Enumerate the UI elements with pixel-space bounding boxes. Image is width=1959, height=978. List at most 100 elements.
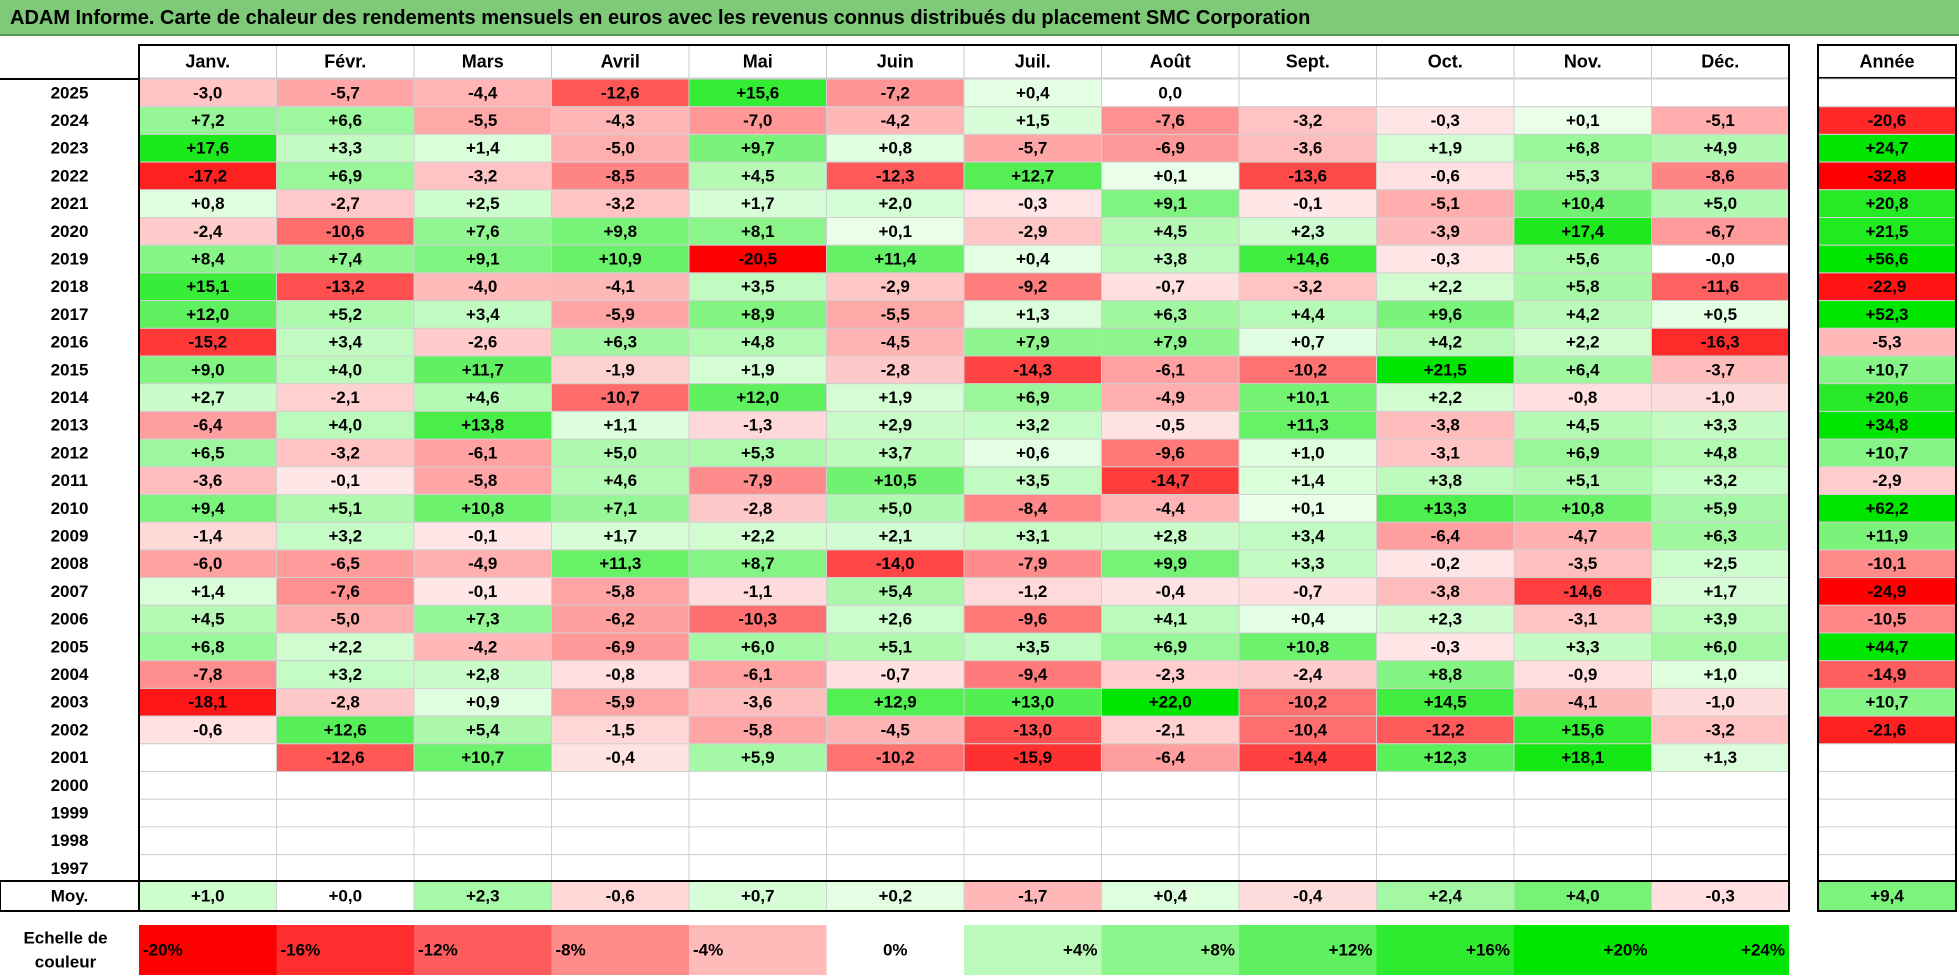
scale-label: -20% [143,940,183,959]
cell-value: -10,3 [738,610,777,629]
heatmap-cell [826,217,965,246]
heatmap-cell [551,604,690,634]
cell-value: +0,4 [1291,610,1325,629]
cell-value: -0,7 [881,665,910,684]
cell-value: +9,0 [191,360,225,379]
cell-value: +3,3 [328,139,362,158]
heatmap-cell [413,272,552,302]
heatmap-cell [1238,327,1377,357]
heatmap-cell [413,355,552,385]
cell-value: -4,2 [881,111,910,130]
cell-value: +3,4 [466,305,500,324]
cell-value: +2,3 [1428,610,1462,629]
cell-value: +4,5 [1153,222,1187,241]
annual-value: -14,9 [1868,665,1907,684]
heatmap-cell [963,106,1102,135]
scale-label: +20% [1604,940,1648,959]
heatmap-cell [826,494,965,523]
year-label: 2008 [51,554,89,573]
cell-value: +2,2 [328,637,362,656]
heatmap-cell [1101,798,1240,828]
annual-cell [1817,632,1957,662]
cell-value: -4,1 [1568,693,1597,712]
cell-value: -12,3 [876,166,915,185]
cell-value: -6,0 [193,554,222,573]
heatmap-cell [138,687,277,717]
heatmap-cell [1513,217,1652,246]
heatmap-cell [1238,743,1377,772]
year-label: 2015 [51,360,89,379]
annual-cell [1817,189,1957,219]
heatmap-cell [688,771,827,800]
heatmap-cell [1238,771,1377,800]
heatmap-cell [276,521,415,551]
heatmap-cell [1101,577,1240,606]
heatmap-cell [138,327,277,357]
heatmap-cell [1651,687,1790,717]
heatmap-cell [1376,854,1515,883]
cell-value: +10,8 [1561,499,1604,518]
heatmap-cell [1651,771,1790,800]
avg-label: Moy. [51,886,88,905]
heatmap-cell [1101,826,1240,856]
cell-value: +6,6 [328,111,362,130]
heatmap-cell [826,715,965,745]
scale-swatch [276,925,414,975]
cell-value: -9,6 [1018,610,1047,629]
heatmap-cell [551,466,690,495]
cell-value: +2,2 [1566,333,1600,352]
cell-value: -7,2 [881,83,910,102]
avg-cell [963,880,1102,912]
scale-label: +4% [1063,940,1098,959]
cell-value: -18,1 [188,693,227,712]
avg-label-cell [0,880,140,912]
heatmap-cell [276,771,415,800]
heatmap-cell [688,521,827,551]
annual-value: -24,9 [1868,582,1907,601]
cell-value: +8,4 [191,250,225,269]
avg-border [138,880,1790,912]
cell-value: +6,9 [1016,388,1050,407]
cell-value: -13,2 [326,277,365,296]
heatmap-cell [413,521,552,551]
cell-value: +0,4 [1016,250,1050,269]
cell-value: +2,5 [466,194,500,213]
heatmap-cell [1101,133,1240,163]
heatmap-cell [276,494,415,523]
heatmap-cell [276,161,415,191]
heatmap-cell [1376,300,1515,329]
cell-value: -1,3 [743,416,772,435]
annual-cell [1817,383,1957,412]
cell-value: +5,9 [1703,499,1737,518]
cell-value: -4,2 [468,637,497,656]
cell-value: -0,3 [1431,111,1460,130]
annual-value: -32,8 [1868,166,1907,185]
heatmap-cell [1651,494,1790,523]
cell-value: -0,1 [1293,194,1322,213]
cell-value: +18,1 [1561,748,1604,767]
cell-value: +1,3 [1703,748,1737,767]
heatmap-cell [826,106,965,135]
cell-value: -0,5 [1156,416,1185,435]
heatmap-cell [551,133,690,163]
heatmap-cell [1101,272,1240,302]
cell-value: -0,6 [193,720,222,739]
cell-value: +6,8 [1566,139,1600,158]
scale-label: -12% [418,940,458,959]
cell-value: +1,9 [878,388,912,407]
cell-value: +13,0 [1011,693,1054,712]
cell-value: +4,6 [603,471,637,490]
cell-value: -5,8 [743,720,772,739]
scale-swatch [414,925,552,975]
cell-value: +10,4 [1561,194,1605,213]
scale-label: +12% [1329,940,1373,959]
cell-value: +0,1 [1291,499,1325,518]
cell-value: -4,5 [881,333,910,352]
cell-value: +9,1 [466,250,500,269]
heatmap-cell [551,272,690,302]
cell-value: 0,0 [1158,83,1182,102]
heatmap-cell [688,189,827,219]
heatmap-cell [1376,687,1515,717]
cell-value: +10,7 [461,748,504,767]
cell-value: -9,4 [1018,665,1048,684]
